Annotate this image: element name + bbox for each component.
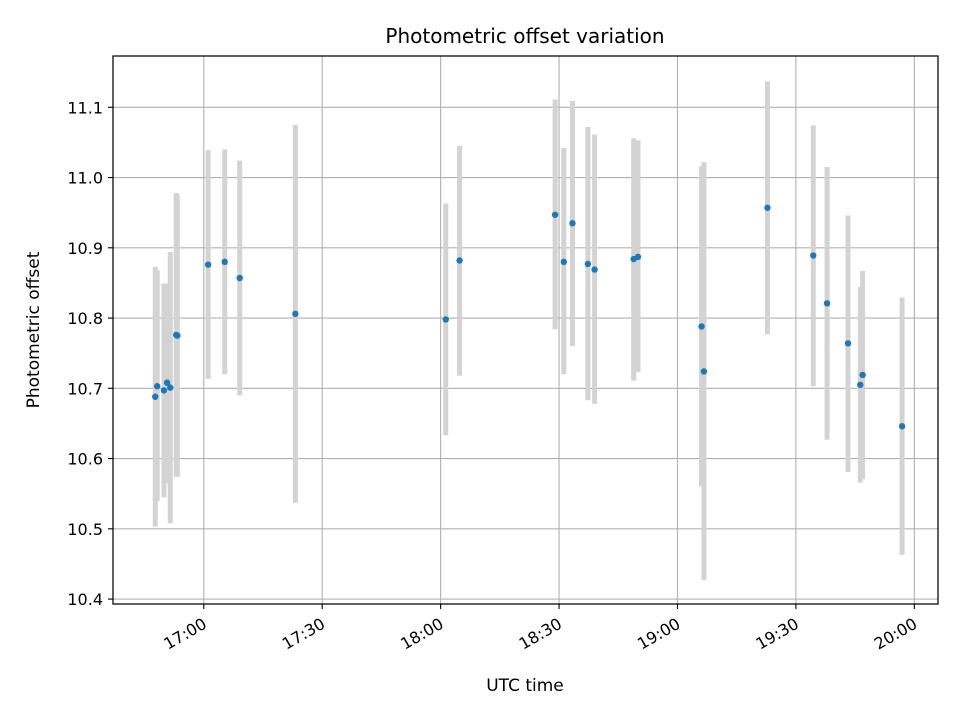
data-point: [810, 252, 817, 259]
data-point: [844, 340, 852, 347]
data-point: [154, 383, 161, 390]
y-tick-label: 10.9: [67, 239, 103, 258]
data-point: [898, 423, 906, 430]
grid-lines: [113, 56, 938, 604]
y-axis-label: Photometric offset: [24, 251, 44, 408]
y-tick-label: 11.0: [67, 169, 103, 188]
data-point: [152, 393, 159, 400]
data-point: [174, 332, 181, 339]
data-point: [160, 387, 168, 394]
data-point: [204, 261, 212, 268]
y-tick-label: 10.8: [67, 309, 103, 328]
data-point: [163, 379, 171, 386]
data-point: [764, 204, 771, 211]
data-point: [221, 258, 228, 266]
data-points: [152, 204, 906, 430]
data-point: [700, 368, 708, 375]
data-point: [859, 371, 866, 379]
data-point: [551, 211, 559, 218]
data-point: [292, 310, 299, 318]
data-point: [236, 274, 243, 282]
y-tick-label: 11.1: [67, 98, 103, 117]
plot-frame: [112, 55, 939, 605]
data-point: [857, 381, 864, 388]
x-axis-label: UTC time: [486, 676, 564, 696]
data-point: [569, 220, 576, 227]
chart-title: Photometric offset variation: [385, 24, 664, 48]
data-point: [560, 258, 567, 266]
data-point: [456, 257, 463, 264]
y-tick-label: 10.4: [67, 590, 103, 609]
data-point: [698, 323, 705, 330]
y-tick-label: 10.5: [67, 520, 103, 539]
data-point: [167, 384, 174, 391]
y-tick-label: 10.6: [67, 450, 103, 469]
data-point: [584, 260, 592, 268]
data-point: [634, 253, 642, 261]
data-point: [823, 300, 831, 307]
data-point: [591, 266, 598, 273]
y-tick-label: 10.7: [67, 379, 103, 398]
data-point: [442, 316, 449, 323]
